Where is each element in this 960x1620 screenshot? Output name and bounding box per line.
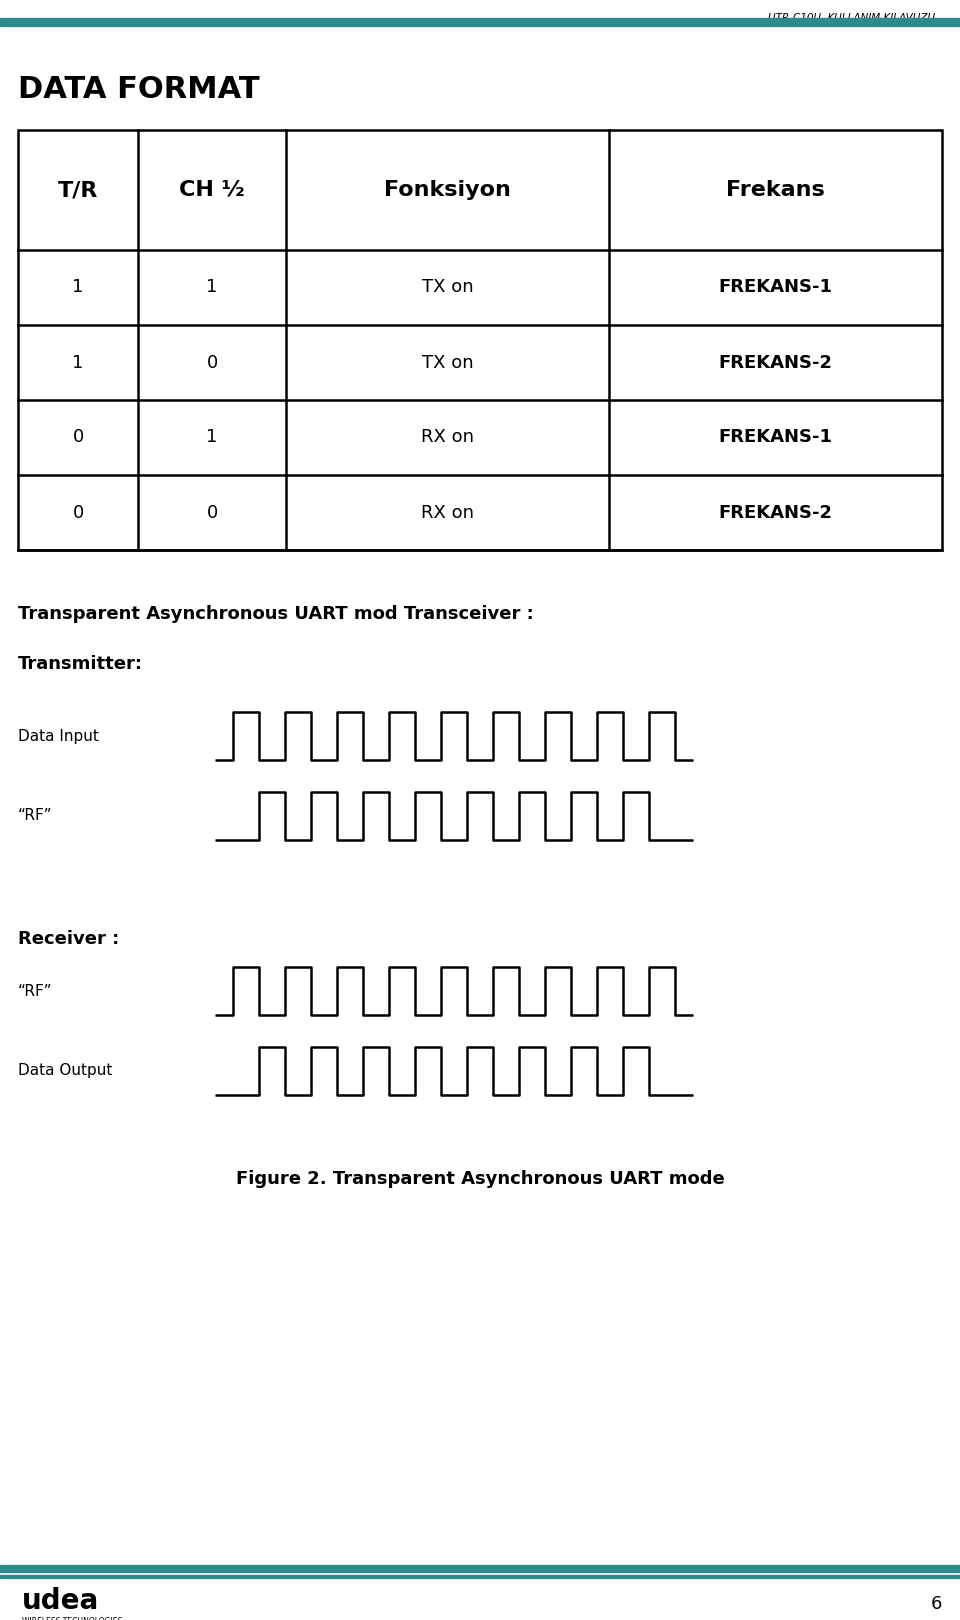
Text: Transparent Asynchronous UART mod Transceiver :: Transparent Asynchronous UART mod Transc… [18,604,534,624]
Text: 0: 0 [72,504,84,522]
Text: 0: 0 [72,429,84,447]
Text: Transmitter:: Transmitter: [18,654,143,672]
Text: Figure 2. Transparent Asynchronous UART mode: Figure 2. Transparent Asynchronous UART … [235,1170,725,1187]
Text: FREKANS-1: FREKANS-1 [719,279,832,296]
Text: 0: 0 [206,504,218,522]
Text: “RF”: “RF” [18,983,53,998]
Text: Fonksiyon: Fonksiyon [384,180,511,199]
Text: 1: 1 [206,429,218,447]
Text: CH ½: CH ½ [180,180,245,199]
Text: FREKANS-2: FREKANS-2 [719,353,832,371]
Text: TX on: TX on [421,279,473,296]
Text: 0: 0 [206,353,218,371]
Text: 1: 1 [206,279,218,296]
Text: UTR-C10U  KULLANIM KILAVUZU: UTR-C10U KULLANIM KILAVUZU [768,13,935,23]
Text: FREKANS-1: FREKANS-1 [719,429,832,447]
Text: TX on: TX on [421,353,473,371]
Text: 6: 6 [930,1596,942,1614]
Text: RX on: RX on [421,504,474,522]
Bar [0,18,960,26]
Text: FREKANS-2: FREKANS-2 [719,504,832,522]
Text: Data Output: Data Output [18,1063,112,1079]
Text: DATA FORMAT: DATA FORMAT [18,75,259,104]
Text: T/R: T/R [58,180,98,199]
Text: Frekans: Frekans [727,180,825,199]
Text: 1: 1 [72,279,84,296]
Text: Receiver :: Receiver : [18,930,119,948]
Bar [18,130,942,551]
Text: 1: 1 [72,353,84,371]
Bar [0,1565,960,1571]
Text: udea: udea [22,1588,99,1615]
Text: WIRELESS TECHNOLOGIES: WIRELESS TECHNOLOGIES [22,1617,122,1620]
Text: “RF”: “RF” [18,808,53,823]
Text: Data Input: Data Input [18,729,99,744]
Text: RX on: RX on [421,429,474,447]
Bar [0,1575,960,1578]
